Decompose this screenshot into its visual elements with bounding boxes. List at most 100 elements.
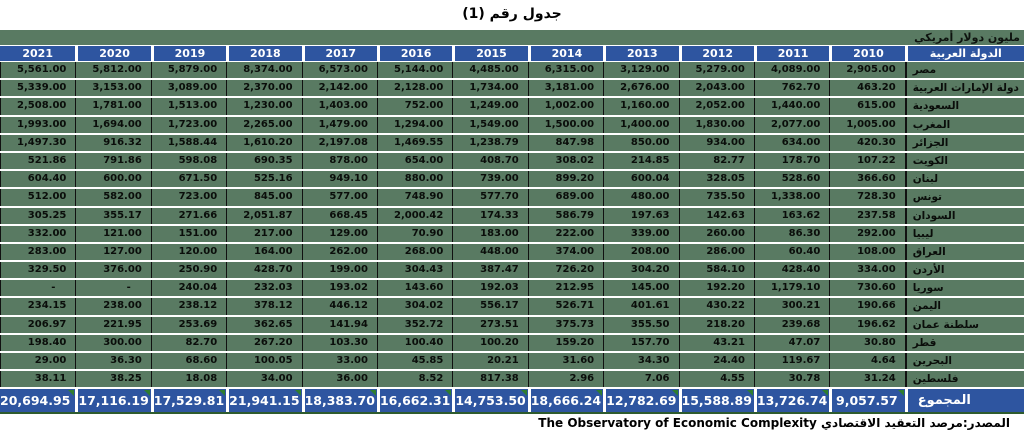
value-cell: 7.06 [603,371,678,388]
table-row: 1,993.00 1,694.00 1,723.00 2,265.00 1,479.00… [0,116,1024,135]
value-cell: 1,403.00 [301,98,377,115]
country-cell: سلطنة عمان [904,316,1024,333]
source-note: المصدر:مرصد التعقيد الاقتصادي The Observ… [538,416,1010,431]
error-flag-triangle [671,390,678,397]
value-cell: 899.20 [527,171,603,188]
total-value-cell: 12,782.69 [603,389,678,413]
value-cell: 103.30 [301,334,377,351]
error-flag-triangle [219,390,226,397]
value-cell: 3,129.00 [603,62,678,79]
value-cell: 129.00 [301,225,377,242]
value-cell: 654.00 [376,152,452,170]
value-cell: 2,000.42 [376,207,452,224]
value-cell: - [75,280,150,297]
value-cell: 70.90 [376,225,452,242]
table-row: 198.40 300.00 82.70 267.20 103.30 100.40 100.2… [0,334,1024,353]
value-cell: 6,315.00 [527,62,603,79]
value-cell: 2,265.00 [226,116,301,133]
value-cell: 217.00 [226,225,301,242]
value-cell: 237.58 [829,207,904,224]
value-cell: 193.02 [301,280,377,297]
value-cell: 5,812.00 [75,62,150,79]
value-cell: 934.00 [678,134,754,151]
value-cell: 267.20 [226,334,301,351]
value-cell: 1,179.10 [753,280,829,297]
value-cell: 239.68 [753,316,829,333]
value-cell: 163.62 [753,207,829,224]
error-flag-triangle [369,390,376,397]
value-cell: 1,781.00 [75,98,150,115]
value-cell: 847.98 [527,134,603,151]
country-cell: السعودية [904,98,1024,115]
value-cell: 145.00 [603,280,678,297]
value-cell: 33.00 [301,353,377,370]
value-cell: 192.03 [452,280,527,297]
error-flag-triangle [596,390,603,397]
table-row: 206.97 221.95 253.69 362.65 141.94 352.72 273.… [0,316,1024,335]
value-cell: 3,181.00 [527,80,603,97]
error-flag-triangle [143,390,150,397]
value-cell: 2,508.00 [0,98,75,115]
value-cell: 374.00 [527,243,603,261]
table-row: 329.50 376.00 250.90 428.70 199.00 304.43 387.… [0,262,1024,281]
value-cell: 107.22 [829,152,904,170]
value-cell: 34.30 [603,353,678,370]
value-cell: 387.47 [452,262,527,279]
value-cell: 739.00 [452,171,527,188]
error-flag-triangle [68,390,75,397]
value-cell: 268.00 [376,243,452,261]
table-row: 5,339.00 3,153.00 3,089.00 2,370.00 2,142.00… [0,80,1024,99]
value-cell: 159.20 [527,334,603,351]
total-value-cell: 17,116.19 [75,389,150,413]
value-cell: 151.00 [150,225,226,242]
country-cell: المغرب [904,116,1024,133]
value-cell: 36.30 [75,353,150,370]
value-cell: 218.20 [678,316,754,333]
table-row: 38.11 38.25 18.08 34.00 36.00 8.52 817.38 2.96 7… [0,371,1024,390]
value-cell: 1,294.00 [376,116,452,133]
value-cell: 512.00 [0,189,75,206]
value-cell: 86.30 [753,225,829,242]
value-cell: 1,694.00 [75,116,150,133]
value-cell: 262.00 [301,243,377,261]
total-value-cell: 14,753.50 [452,389,527,413]
value-cell: 4.64 [829,353,904,370]
value-cell: 82.77 [678,152,754,170]
value-cell: 850.00 [603,134,678,151]
value-cell: 480.00 [603,189,678,206]
value-cell: 878.00 [301,152,377,170]
value-cell: 378.12 [226,298,301,315]
value-cell: 1,500.00 [527,116,603,133]
value-cell: 45.85 [376,353,452,370]
value-cell: 199.00 [301,262,377,279]
value-cell: - [0,280,75,297]
country-column-header: الدولة العربية [904,46,1024,61]
value-cell: 208.00 [603,243,678,261]
value-cell: 430.22 [678,298,754,315]
year-header: 2015 [452,46,527,61]
value-cell: 38.25 [75,371,150,388]
value-cell: 1,160.00 [603,98,678,115]
value-cell: 100.05 [226,353,301,370]
country-cell: لبنان [904,171,1024,188]
total-value-cell: 15,588.89 [678,389,754,413]
country-cell: اليمن [904,298,1024,315]
value-cell: 5,879.00 [150,62,226,79]
value-cell: 238.00 [75,298,150,315]
country-cell: الجزائر [904,134,1024,151]
value-cell: 752.00 [376,98,452,115]
value-cell: 2,128.00 [376,80,452,97]
value-cell: 119.67 [753,353,829,370]
value-cell: 1,610.20 [226,134,301,151]
value-cell: 305.25 [0,207,75,224]
value-cell: 221.95 [75,316,150,333]
error-flag-triangle [294,390,301,397]
value-cell: 735.50 [678,189,754,206]
value-cell: 192.20 [678,280,754,297]
value-cell: 43.21 [678,334,754,351]
value-cell: 339.00 [603,225,678,242]
value-cell: 2,142.00 [301,80,377,97]
value-cell: 232.03 [226,280,301,297]
value-cell: 1,469.55 [376,134,452,151]
value-cell: 728.30 [829,189,904,206]
